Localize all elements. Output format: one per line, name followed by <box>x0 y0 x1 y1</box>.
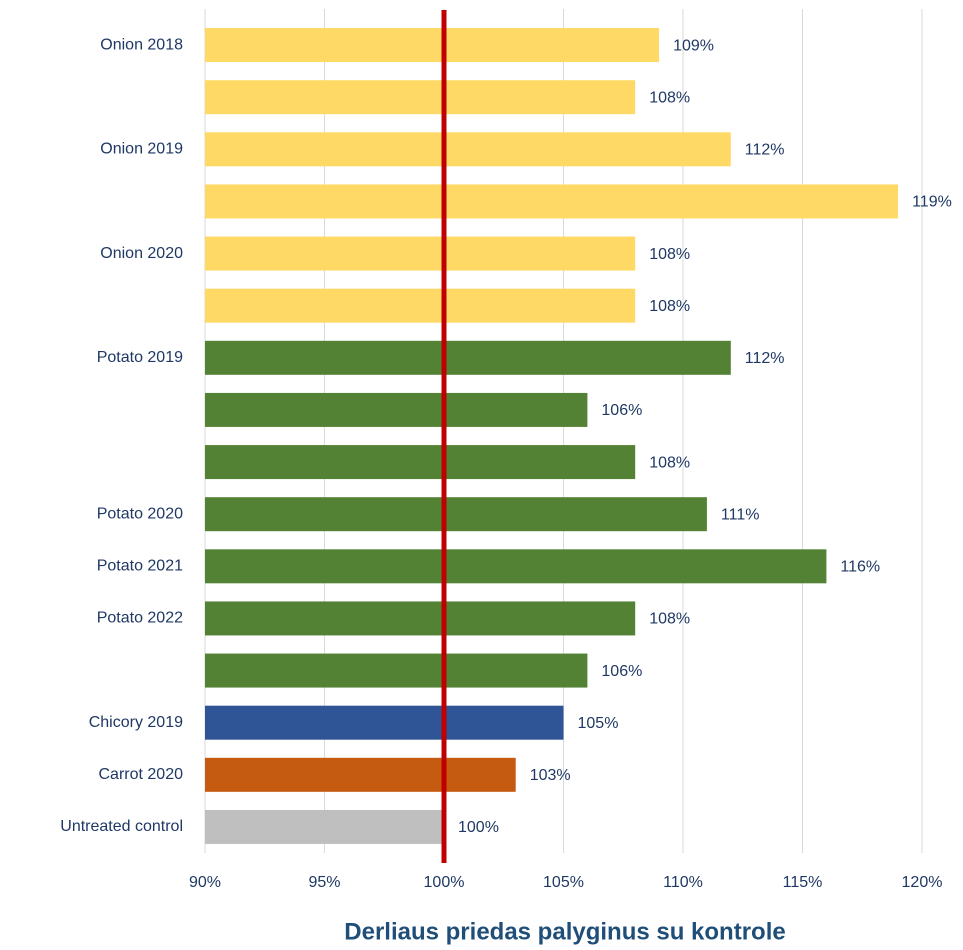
data-label: 105% <box>578 715 619 732</box>
bar <box>205 757 516 792</box>
data-label: 108% <box>649 454 690 471</box>
y-tick-label: Potato 2020 <box>97 505 183 522</box>
data-label: 119% <box>912 194 952 211</box>
data-label: 106% <box>601 402 642 419</box>
bar <box>205 80 636 115</box>
data-label: 106% <box>601 663 642 680</box>
y-tick-label: Onion 2019 <box>100 141 183 158</box>
data-label: 108% <box>649 89 690 106</box>
bar <box>205 445 636 480</box>
data-label: 103% <box>530 767 571 784</box>
x-tick-label: 120% <box>902 874 943 891</box>
x-tick-label: 90% <box>189 874 221 891</box>
bar <box>205 809 444 844</box>
x-tick-label: 100% <box>424 874 465 891</box>
y-tick-label: Onion 2020 <box>100 245 183 262</box>
x-tick-label: 105% <box>543 874 584 891</box>
x-tick-label: 115% <box>783 874 823 891</box>
bar <box>205 288 636 323</box>
data-label: 108% <box>649 298 690 315</box>
bar <box>205 601 636 636</box>
data-label: 108% <box>649 611 690 628</box>
x-tick-label: 95% <box>308 874 340 891</box>
data-label: 112% <box>745 142 785 159</box>
y-tick-label: Potato 2019 <box>97 349 183 366</box>
bar <box>205 705 564 740</box>
data-label: 112% <box>745 350 785 367</box>
chart-title: Derliaus priedas palyginus su kontrole <box>344 918 785 945</box>
bar <box>205 184 899 219</box>
y-tick-label: Onion 2018 <box>100 36 183 53</box>
y-tick-label: Untreated control <box>60 818 183 835</box>
y-tick-label: Carrot 2020 <box>99 766 184 783</box>
bar <box>205 132 731 167</box>
data-label: 109% <box>673 37 714 54</box>
y-tick-label: Potato 2021 <box>97 558 183 575</box>
bar <box>205 340 731 375</box>
data-label: 100% <box>458 819 499 836</box>
x-tick-label: 110% <box>663 874 703 891</box>
bar <box>205 549 827 584</box>
data-label: 108% <box>649 246 690 263</box>
bar <box>205 28 660 63</box>
y-tick-label: Potato 2022 <box>97 610 183 627</box>
y-tick-label: Chicory 2019 <box>89 714 183 731</box>
data-label: 111% <box>721 506 760 523</box>
bar <box>205 653 588 688</box>
bar <box>205 392 588 427</box>
data-label: 116% <box>840 559 880 576</box>
bar <box>205 236 636 271</box>
bar <box>205 497 707 532</box>
